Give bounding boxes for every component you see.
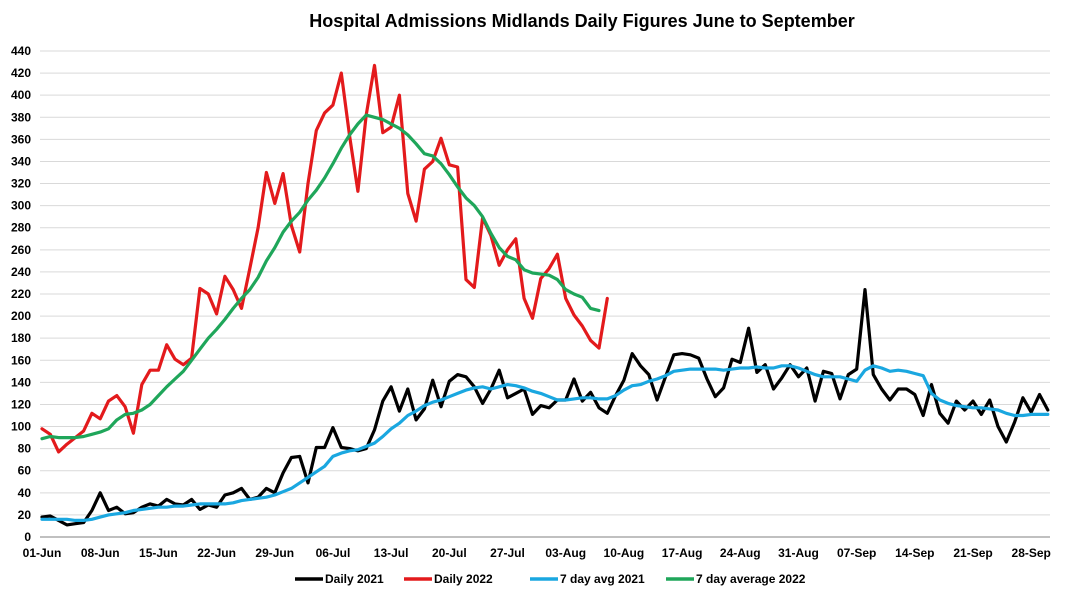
x-tick-label-28-Sep: 28-Sep (1012, 546, 1051, 560)
y-tick-label-0: 0 (24, 530, 31, 544)
y-tick-label-240: 240 (11, 265, 31, 279)
y-tick-label-100: 100 (11, 420, 31, 434)
x-tick-label-21-Sep: 21-Sep (953, 546, 992, 560)
legend-label-daily-2022: Daily 2022 (434, 572, 493, 586)
y-tick-label-420: 420 (11, 66, 31, 80)
y-tick-label-180: 180 (11, 331, 31, 345)
y-tick-label-40: 40 (18, 486, 32, 500)
y-tick-label-80: 80 (18, 442, 32, 456)
y-tick-label-120: 120 (11, 397, 31, 411)
gridlines (40, 50, 1050, 516)
x-tick-label-31-Aug: 31-Aug (778, 546, 819, 560)
x-tick-label-01-Jun: 01-Jun (23, 546, 62, 560)
x-tick-label-24-Aug: 24-Aug (720, 546, 761, 560)
series-line-daily-2022 (40, 63, 609, 454)
y-tick-label-140: 140 (11, 375, 31, 389)
series-line-7-day-average-2022 (40, 113, 601, 441)
y-tick-label-200: 200 (11, 309, 31, 323)
x-tick-label-15-Jun: 15-Jun (139, 546, 178, 560)
legend-label-7-day-average-2022: 7 day average 2022 (696, 572, 806, 586)
y-tick-label-340: 340 (11, 154, 31, 168)
y-tick-label-220: 220 (11, 287, 31, 301)
y-tick-label-260: 260 (11, 243, 31, 257)
x-tick-label-08-Jun: 08-Jun (81, 546, 120, 560)
x-tick-label-17-Aug: 17-Aug (662, 546, 703, 560)
x-tick-label-13-Jul: 13-Jul (374, 546, 409, 560)
y-tick-label-160: 160 (11, 353, 31, 367)
y-tick-label-320: 320 (11, 177, 31, 191)
chart-title: Hospital Admissions Midlands Daily Figur… (309, 11, 854, 31)
series-line-7-day-avg-2021 (40, 364, 1050, 523)
x-tick-label-07-Sep: 07-Sep (837, 546, 876, 560)
y-tick-label-60: 60 (18, 464, 32, 478)
series-line-daily-2021 (40, 288, 1050, 527)
x-tick-label-03-Aug: 03-Aug (545, 546, 586, 560)
y-tick-label-280: 280 (11, 221, 31, 235)
x-tick-label-10-Aug: 10-Aug (604, 546, 645, 560)
y-tick-label-440: 440 (11, 44, 31, 58)
x-tick-label-29-Jun: 29-Jun (255, 546, 294, 560)
x-tick-label-20-Jul: 20-Jul (432, 546, 467, 560)
y-tick-label-380: 380 (11, 110, 31, 124)
y-axis-ticks: 0 20 40 60 80 100 120 140 160 180 200 220 240 260 280 3… (11, 44, 31, 544)
series-lines (40, 63, 1050, 527)
y-tick-label-300: 300 (11, 199, 31, 213)
legend-label-daily-2021: Daily 2021 (325, 572, 384, 586)
x-tick-label-22-Jun: 22-Jun (197, 546, 236, 560)
y-tick-label-400: 400 (11, 88, 31, 102)
legend: Daily 2021 Daily 2022 7 day avg 2021 7 day … (295, 572, 806, 586)
x-tick-label-27-Jul: 27-Jul (490, 546, 525, 560)
x-tick-label-06-Jul: 06-Jul (316, 546, 351, 560)
x-tick-label-14-Sep: 14-Sep (895, 546, 934, 560)
y-tick-label-20: 20 (18, 508, 32, 522)
y-tick-label-360: 360 (11, 132, 31, 146)
x-axis-ticks: 01-Jun 08-Jun 15-Jun 22-Jun 29-Jun 06-Jul 13-J… (23, 546, 1051, 560)
legend-label-7-day-avg-2021: 7 day avg 2021 (560, 572, 645, 586)
